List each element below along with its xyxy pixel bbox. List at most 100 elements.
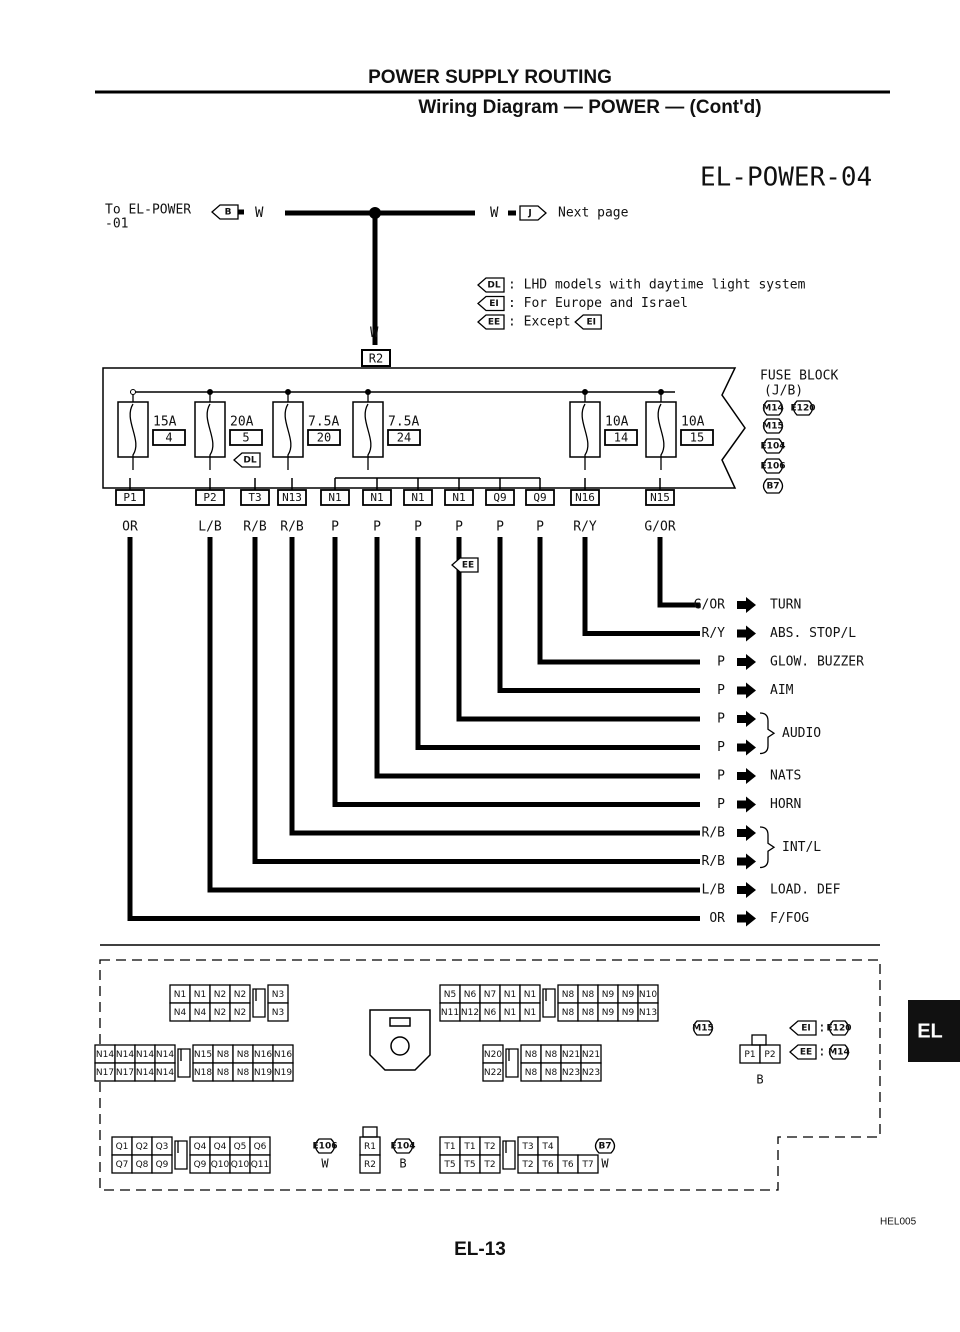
wire-color: P: [331, 520, 339, 535]
cell-label: N8: [217, 1050, 230, 1060]
cell-label: N1: [174, 990, 186, 1000]
wire-color: P: [717, 797, 725, 812]
wire-color: B: [756, 1073, 763, 1087]
connector-key: [542, 988, 556, 1018]
wire: [127, 537, 700, 921]
badge: [789, 1044, 817, 1060]
cell-label: N1: [194, 990, 206, 1000]
arrow: [737, 882, 756, 898]
wire-color: G/OR: [694, 598, 725, 613]
badge-code: B: [225, 208, 232, 218]
subtitle: Wiring Diagram — POWER — (Cont'd): [418, 97, 761, 118]
fuse-num-box: [604, 429, 638, 446]
wire-color: OR: [709, 911, 725, 926]
cell: [580, 1062, 602, 1082]
wire: [456, 537, 700, 722]
badge-code: E104: [761, 442, 786, 452]
connector-box: [361, 349, 391, 367]
cell-label: Q10: [211, 1160, 230, 1170]
badge: [762, 418, 784, 434]
node: [130, 389, 136, 395]
fuse-amp: 7.5A: [308, 415, 339, 430]
wire-color: P: [536, 520, 544, 535]
badge: [519, 205, 547, 221]
fuse-amp: 20A: [230, 415, 254, 430]
cell-label: N1: [504, 1008, 516, 1018]
cell-label: Q11: [251, 1160, 270, 1170]
badge: [451, 557, 479, 573]
badge-code: EE: [462, 561, 474, 571]
badge: [828, 1020, 850, 1036]
badge-code: M14: [762, 404, 783, 414]
connector-area: [99, 959, 881, 1191]
cell-label: N4: [174, 1008, 187, 1018]
cell-label: N3: [272, 1008, 284, 1018]
wire-color: B: [399, 1157, 406, 1171]
wire-color: P: [455, 520, 463, 535]
wire: [289, 537, 700, 836]
fuse-amp: 10A: [605, 415, 629, 430]
wire-color: P: [717, 655, 725, 670]
badge-code: EI: [801, 1024, 811, 1034]
cell-label: N1: [524, 990, 536, 1000]
badge-code: M15: [762, 422, 783, 432]
next-page: Next page: [558, 206, 629, 221]
cell-label: Q7: [116, 1160, 129, 1170]
cell-label: Q9: [194, 1160, 207, 1170]
cell-label: N9: [602, 1008, 615, 1018]
destination: ABS. STOP/L: [770, 626, 856, 641]
fuse-num-box: [229, 429, 263, 446]
cell: [272, 1062, 294, 1082]
title: POWER SUPPLY ROUTING: [368, 67, 612, 88]
arrow: [737, 625, 756, 642]
cell-label: R2: [364, 1160, 376, 1170]
cell-label: T6: [561, 1160, 573, 1170]
cell-label: N15: [194, 1050, 212, 1060]
wire-color: W: [321, 1157, 329, 1171]
fuse-num: 15: [690, 431, 704, 445]
cell-label: N7: [484, 990, 496, 1000]
fuse-num-box: [307, 429, 341, 446]
cell: [577, 1154, 599, 1174]
badge: [477, 314, 505, 330]
cell: [151, 1154, 173, 1174]
badge-code: EE: [488, 318, 500, 328]
connector-tab: [751, 1034, 767, 1046]
cell-label: N8: [525, 1068, 538, 1078]
wire: [497, 537, 700, 693]
cell-label: N8: [545, 1050, 558, 1060]
node: [658, 389, 664, 395]
cell: [479, 1154, 501, 1174]
node: [582, 389, 588, 395]
cell-label: N19: [254, 1068, 272, 1078]
fuse-num-box: [680, 429, 714, 446]
wire: [657, 537, 700, 608]
cell-label: N17: [116, 1068, 134, 1078]
badge: [594, 1138, 616, 1154]
cell-label: N23: [582, 1068, 600, 1078]
cell-label: N8: [545, 1068, 558, 1078]
arrow: [737, 682, 756, 699]
wire-color: P: [373, 520, 381, 535]
terminal-id: N15: [650, 491, 670, 504]
wire-color: W: [255, 205, 264, 221]
cell-label: N2: [234, 1008, 246, 1018]
badge-code: DL: [243, 456, 256, 466]
fuse-num: 24: [397, 431, 411, 445]
cell: [759, 1044, 781, 1064]
fuse-block-label: (J/B): [764, 384, 803, 399]
terminal-id: N1: [411, 491, 424, 504]
cell-label: T2: [483, 1142, 495, 1152]
wire-color: W: [370, 325, 379, 341]
badge-code: M14: [828, 1048, 849, 1058]
badge: [828, 1044, 850, 1060]
cell-label: N14: [136, 1050, 154, 1060]
cell-label: N1: [524, 1008, 536, 1018]
cell-label: N22: [484, 1068, 502, 1078]
note-sep: :: [818, 1045, 826, 1060]
cell-label: T2: [483, 1160, 495, 1170]
wire-color: P: [717, 769, 725, 784]
terminal-id: Q9: [533, 491, 546, 504]
node: [207, 389, 213, 395]
cell-label: Q2: [136, 1142, 149, 1152]
